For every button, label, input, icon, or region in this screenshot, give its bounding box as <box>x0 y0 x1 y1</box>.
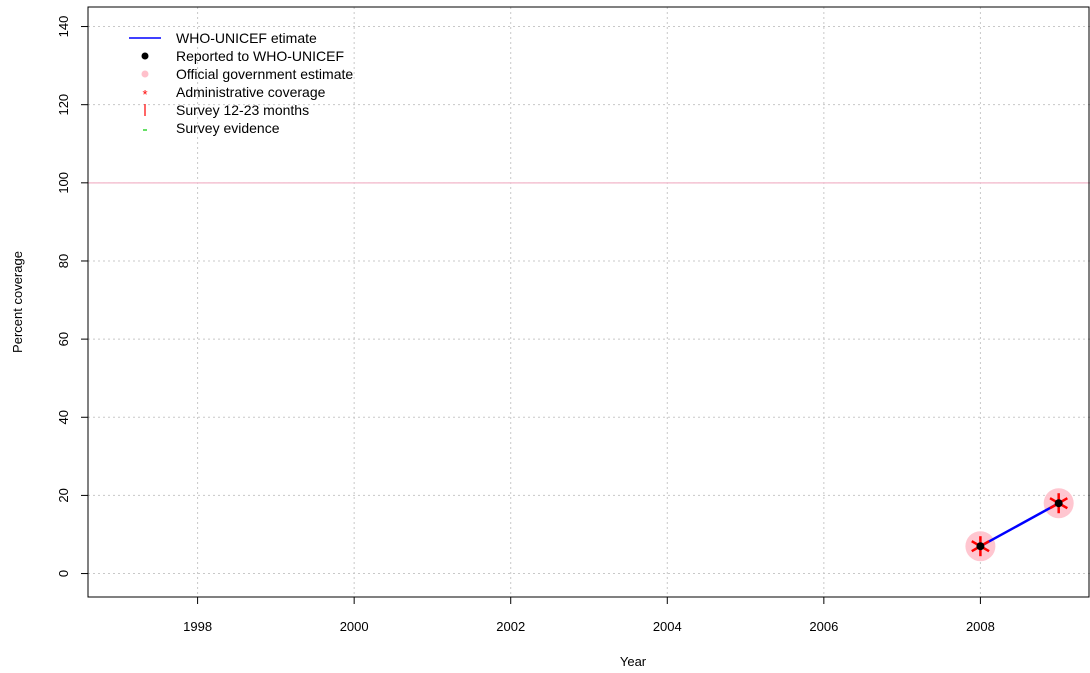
y-tick-label: 100 <box>56 172 71 194</box>
x-tick-label: 1998 <box>183 619 212 634</box>
reported-point <box>1054 499 1063 508</box>
legend-label: Reported to WHO-UNICEF <box>176 48 344 64</box>
legend-label: Survey evidence <box>176 120 280 136</box>
legend-entry: Official government estimate <box>141 66 353 82</box>
legend-dot-swatch <box>141 52 149 60</box>
y-tick-label: 120 <box>56 94 71 116</box>
y-axis-label: Percent coverage <box>10 251 25 353</box>
legend-dot-swatch <box>141 70 149 78</box>
x-tick-label: 2000 <box>340 619 369 634</box>
legend-label: WHO-UNICEF etimate <box>176 30 317 46</box>
x-tick-label: 2006 <box>809 619 838 634</box>
y-tick-label: 0 <box>56 570 71 577</box>
y-tick-label: 60 <box>56 332 71 346</box>
legend-label: Survey 12-23 months <box>176 102 309 118</box>
legend-entry: Reported to WHO-UNICEF <box>141 48 344 64</box>
who-unicef-line <box>979 502 1060 548</box>
reported-point <box>976 542 985 551</box>
legend-star-swatch: * <box>142 87 147 102</box>
legend-entry: * Administrative coverage <box>142 84 325 102</box>
y-tick-label: 80 <box>56 254 71 268</box>
y-tick-label: 140 <box>56 16 71 38</box>
legend-entry: WHO-UNICEF etimate <box>129 30 317 46</box>
legend: WHO-UNICEF etimate Reported to WHO-UNICEF… <box>129 30 353 136</box>
legend-label: Administrative coverage <box>176 84 326 100</box>
y-tick-label: 20 <box>56 488 71 502</box>
legend-entry: Survey evidence <box>143 120 280 136</box>
legend-label: Official government estimate <box>176 66 353 82</box>
x-tick-label: 2004 <box>653 619 682 634</box>
plot-frame <box>87 6 1090 598</box>
y-tick-label: 40 <box>56 410 71 424</box>
axes: 1998 2000 2002 2004 2006 2008 0 20 40 60 80 100 120 1… <box>56 16 995 634</box>
x-tick-label: 2008 <box>966 619 995 634</box>
x-tick-label: 2002 <box>496 619 525 634</box>
legend-entry: Survey 12-23 months <box>144 102 309 118</box>
series <box>965 488 1074 562</box>
x-axis-label: Year <box>620 654 647 669</box>
